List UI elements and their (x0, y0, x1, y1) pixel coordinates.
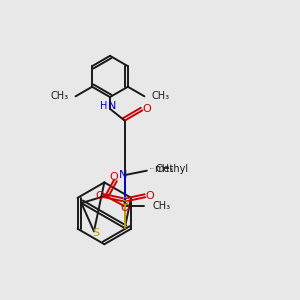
Text: methyl: methyl (150, 168, 155, 169)
Text: O: O (142, 104, 151, 114)
Text: S: S (92, 228, 99, 238)
Text: CH₃: CH₃ (152, 91, 170, 101)
Text: CH₃: CH₃ (50, 91, 68, 101)
Text: S: S (121, 196, 128, 207)
Text: O: O (146, 191, 154, 201)
Text: N: N (119, 170, 128, 180)
Text: O: O (110, 172, 118, 182)
Text: CH₃: CH₃ (152, 201, 171, 211)
Text: H: H (100, 101, 107, 112)
Text: methyl: methyl (154, 164, 188, 174)
Text: O: O (120, 203, 129, 213)
Text: CH₃: CH₃ (155, 164, 173, 174)
Text: O: O (95, 191, 104, 201)
Text: N: N (108, 101, 116, 112)
